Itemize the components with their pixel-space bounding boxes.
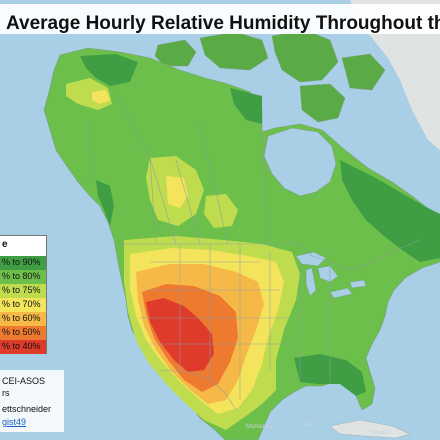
cuba (329, 419, 411, 439)
title-bar: Average Hourly Relative Humidity Through… (0, 4, 440, 34)
borders (87, 95, 421, 411)
legend-label: % to 50% (2, 327, 41, 337)
legend-label: % to 90% (2, 257, 41, 267)
credits-panel: CEI-ASOS rs ettschneider gist49 (0, 370, 64, 432)
legend-title: e (2, 239, 8, 250)
hudson-bay (263, 127, 337, 197)
legend-item: % to 80% (0, 270, 46, 284)
havana-label: Havana (370, 430, 391, 436)
humidity-zones (66, 54, 440, 430)
zone-80-90-north (80, 54, 138, 86)
data-years-text: rs (2, 388, 10, 398)
zone-80-90-quebec (340, 160, 440, 262)
legend-item: % to 50% (0, 326, 46, 340)
legend-item: % to 40% (0, 340, 46, 354)
legend-item: % to 70% (0, 298, 46, 312)
legend-label: % to 75% (2, 285, 41, 295)
zone-70-75-prairies (204, 194, 238, 228)
gulf-label: Gulf (302, 422, 314, 428)
zone-80-90-nunavut (230, 88, 262, 124)
map-title: Average Hourly Relative Humidity Through… (6, 13, 440, 34)
legend-label: % to 70% (2, 299, 41, 309)
legend-label: % to 40% (2, 341, 41, 351)
arctic-islands (154, 29, 386, 123)
greenland-landmass (350, 0, 440, 150)
great-lakes (295, 251, 367, 299)
legend-item: % to 60% (0, 312, 46, 326)
zone-60-70-yukon (92, 90, 110, 104)
legend-item: % to 75% (0, 284, 46, 298)
data-source-text: CEI-ASOS (2, 376, 46, 386)
zone-80-90-pacific (96, 180, 114, 226)
author-handle-link[interactable]: gist49 (2, 417, 27, 427)
legend-item: % to 90% (0, 256, 46, 270)
monterrey-label: Monterrey (246, 424, 274, 430)
legend-label: % to 60% (2, 313, 41, 323)
zone-60-70-alberta (166, 176, 188, 208)
legend-label: % to 80% (2, 271, 41, 281)
author-name: ettschneider (2, 404, 52, 414)
legend: e % to 90% % to 80% % to 75% % to 70% % … (0, 235, 47, 354)
